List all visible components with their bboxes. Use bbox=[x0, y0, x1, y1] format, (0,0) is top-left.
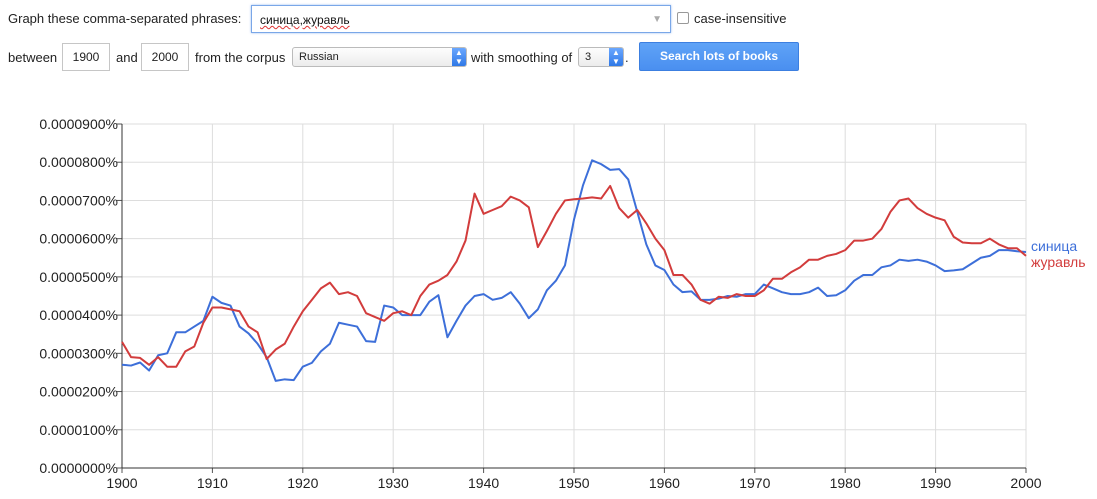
x-tick-label: 1930 bbox=[378, 475, 409, 491]
and-label: and bbox=[116, 50, 138, 65]
x-tick-label: 1950 bbox=[558, 475, 589, 491]
period-text: . bbox=[625, 50, 629, 65]
x-tick-label: 1900 bbox=[106, 475, 137, 491]
y-tick-label: 0.0000200% bbox=[39, 384, 118, 400]
y-tick-label: 0.0000400% bbox=[39, 307, 118, 323]
y-tick-label: 0.0000600% bbox=[39, 231, 118, 247]
x-tick-label: 1980 bbox=[830, 475, 861, 491]
year-start-input[interactable]: 1900 bbox=[62, 43, 110, 71]
smoothing-label: with smoothing of bbox=[471, 50, 573, 65]
chart-grid bbox=[121, 123, 1027, 469]
year-end-input[interactable]: 2000 bbox=[141, 43, 189, 71]
between-label: between bbox=[8, 50, 58, 65]
phrases-input-value[interactable]: синица,журавль bbox=[260, 13, 350, 27]
legend-item-1[interactable]: синица bbox=[1031, 238, 1077, 254]
dropdown-arrow-icon[interactable]: ▼ bbox=[652, 14, 662, 25]
select-arrows-icon[interactable]: ▲ ▼ bbox=[609, 48, 623, 66]
case-insensitive-checkbox[interactable] bbox=[677, 12, 689, 24]
chart-axes bbox=[117, 123, 1027, 473]
chart-tick-labels: 1900 1910 1920 1930 1940 1950 1960 1970 1980 1990… bbox=[39, 116, 1041, 491]
y-tick-label: 0.0000300% bbox=[39, 345, 118, 361]
phrases-label: Graph these comma-separated phrases: bbox=[8, 11, 242, 26]
x-tick-label: 1920 bbox=[287, 475, 318, 491]
y-tick-label: 0.0000100% bbox=[39, 422, 118, 438]
phrases-row: Graph these comma-separated phrases: син… bbox=[0, 0, 1097, 38]
case-insensitive-label[interactable]: case-insensitive bbox=[694, 11, 787, 26]
x-tick-label: 1960 bbox=[649, 475, 680, 491]
x-tick-label: 2000 bbox=[1010, 475, 1041, 491]
y-tick-label: 0.0000700% bbox=[39, 192, 118, 208]
corpus-label: from the corpus bbox=[195, 50, 286, 65]
smoothing-select[interactable]: 3 ▲ ▼ bbox=[578, 47, 624, 67]
corpus-select[interactable]: Russian ▲ ▼ bbox=[292, 47, 467, 67]
y-tick-label: 0.0000900% bbox=[39, 116, 118, 132]
x-tick-label: 1990 bbox=[920, 475, 951, 491]
options-row: between 1900 and 2000 from the corpus Ru… bbox=[0, 40, 1097, 74]
x-tick-label: 1970 bbox=[739, 475, 770, 491]
select-arrows-icon[interactable]: ▲ ▼ bbox=[452, 48, 466, 66]
corpus-select-value[interactable]: Russian bbox=[299, 51, 339, 63]
chart-series bbox=[121, 159, 1027, 382]
search-button[interactable]: Search lots of books bbox=[639, 42, 799, 71]
y-tick-label: 0.0000000% bbox=[39, 460, 118, 476]
x-tick-label: 1910 bbox=[197, 475, 228, 491]
x-tick-label: 1940 bbox=[468, 475, 499, 491]
series-line-1[interactable] bbox=[121, 159, 1027, 382]
y-tick-label: 0.0000500% bbox=[39, 269, 118, 285]
series-line-2[interactable] bbox=[121, 184, 1027, 368]
phrases-input[interactable]: синица,журавль ▼ bbox=[251, 5, 671, 33]
legend-item-2[interactable]: журавль bbox=[1031, 254, 1086, 270]
smoothing-select-value[interactable]: 3 bbox=[585, 51, 592, 63]
y-tick-label: 0.0000800% bbox=[39, 154, 118, 170]
